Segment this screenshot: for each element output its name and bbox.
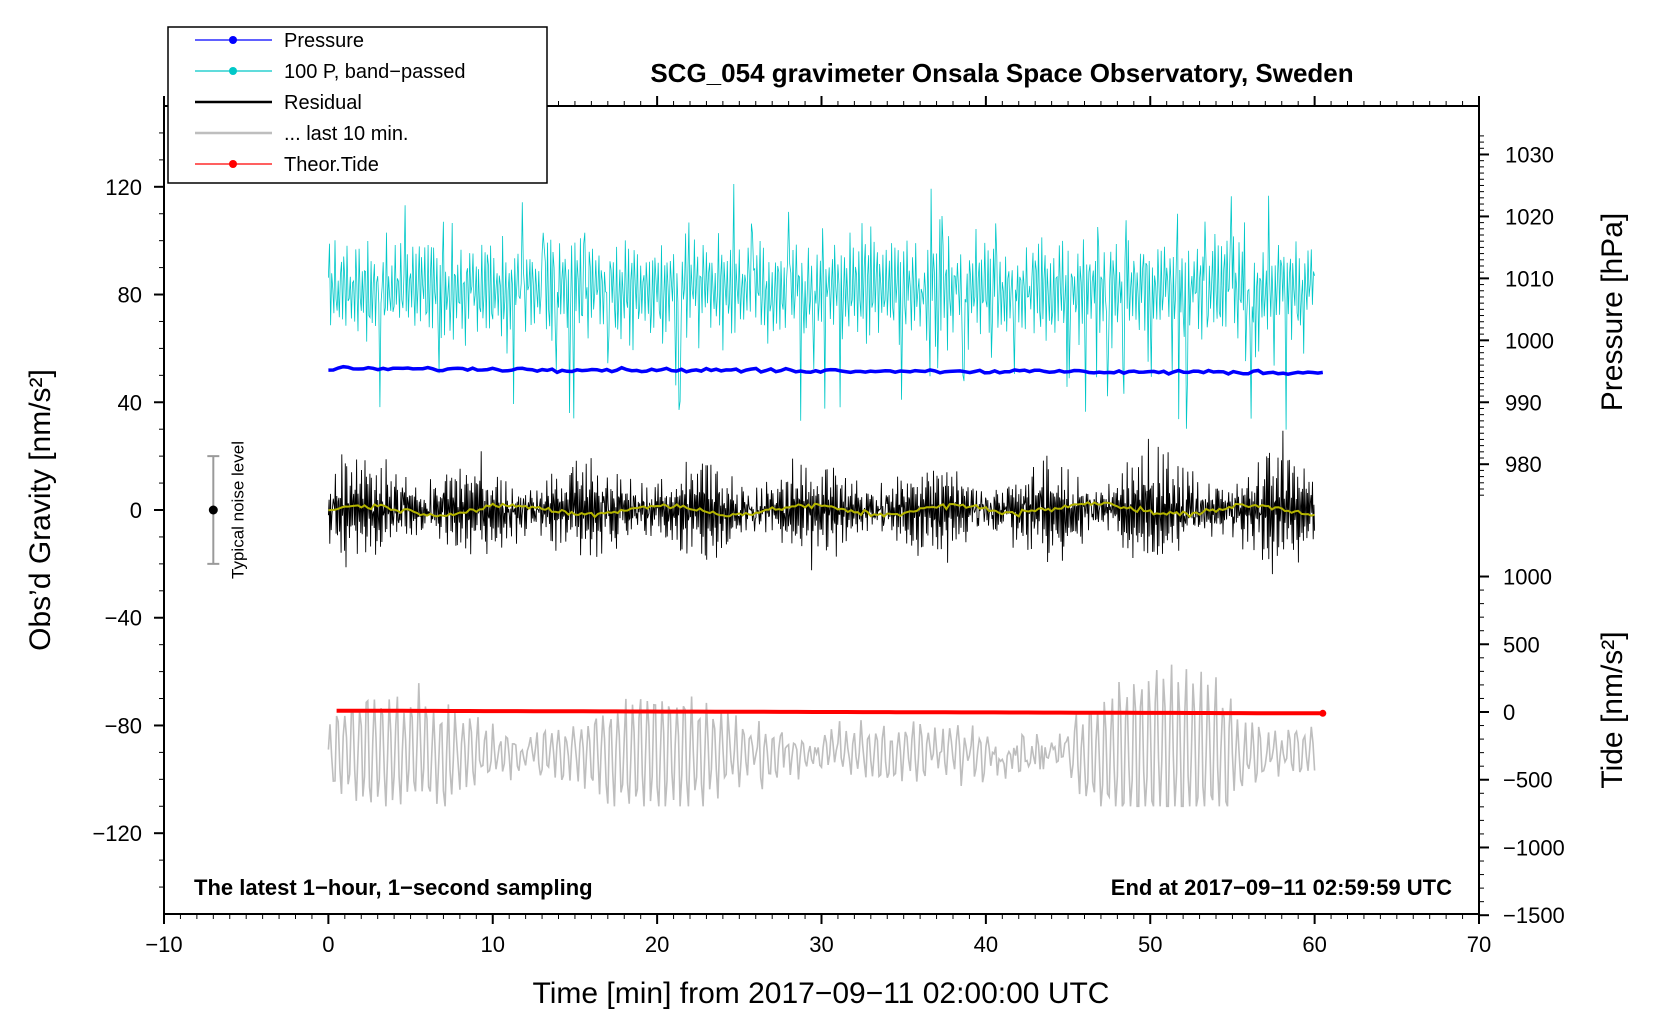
noise-level-indicator: Typical noise level xyxy=(207,441,247,579)
pressure-tick-label: 1010 xyxy=(1505,266,1554,291)
x-tick-label: 10 xyxy=(481,932,505,957)
tide-tick-label: 0 xyxy=(1503,700,1515,725)
tide-axis-title: Tide [nm/s²] xyxy=(1596,631,1629,788)
legend-item: 100 P, band−passed xyxy=(195,61,465,83)
end-time-note: End at 2017−09−11 02:59:59 UTC xyxy=(1111,875,1452,900)
y-axis-title: Obs’d Gravity [nm/s²] xyxy=(24,369,57,651)
legend-swatch-marker xyxy=(229,160,237,168)
sampling-note: The latest 1−hour, 1−second sampling xyxy=(194,875,593,900)
pressure-tick-label: 990 xyxy=(1505,390,1542,415)
legend-item: ... last 10 min. xyxy=(195,123,409,145)
x-tick-label: 20 xyxy=(645,932,669,957)
series-residual xyxy=(327,430,1316,575)
x-tick-label: 50 xyxy=(1138,932,1162,957)
pressure-tick-label: 1020 xyxy=(1505,204,1554,229)
tide-tick-label: −1500 xyxy=(1503,903,1565,928)
y-tick-label: −40 xyxy=(105,606,142,631)
legend-label: ... last 10 min. xyxy=(284,123,409,145)
x-tick-label: 60 xyxy=(1302,932,1326,957)
tide-tick-label: 1000 xyxy=(1503,565,1552,590)
pressure-tick-label: 980 xyxy=(1505,452,1542,477)
series-pressure xyxy=(328,364,1324,376)
pressure-axis-title: Pressure [hPa] xyxy=(1596,213,1629,411)
series-last-10-min xyxy=(327,664,1316,808)
x-axis-title: Time [min] from 2017−09−11 02:00:00 UTC xyxy=(533,977,1110,1010)
y-axis-ticks: −120 −80 −40 0 40 80 120 xyxy=(92,132,164,888)
legend-label: Pressure xyxy=(284,30,364,52)
legend-label: Theor.Tide xyxy=(284,154,379,176)
legend-item: Residual xyxy=(195,92,362,114)
series-residual-smoothed xyxy=(328,501,1315,519)
x-tick-label: 30 xyxy=(809,932,833,957)
legend-swatch-marker xyxy=(229,36,237,44)
series-layer xyxy=(327,183,1327,808)
legend-swatch-marker xyxy=(229,67,237,75)
x-tick-label: 70 xyxy=(1467,932,1491,957)
series-theor-tide xyxy=(336,708,1323,716)
y-tick-label: 80 xyxy=(118,283,142,308)
noise-bar-dot xyxy=(208,505,218,515)
legend-label: Residual xyxy=(284,92,362,114)
x-tick-label: −10 xyxy=(145,932,182,957)
x-tick-label: 0 xyxy=(322,932,334,957)
y-tick-label: −80 xyxy=(105,713,142,738)
tide-tick-label: −1000 xyxy=(1503,835,1565,860)
theor-tide-end-marker xyxy=(1319,709,1327,717)
legend: Pressure 100 P, band−passed Residual ... la… xyxy=(167,26,548,184)
series-bandpassed-pressure xyxy=(328,183,1315,430)
y-tick-label: 0 xyxy=(130,498,142,523)
pressure-tick-label: 1000 xyxy=(1505,328,1554,353)
legend-label: 100 P, band−passed xyxy=(284,61,465,83)
x-axis-ticks: −10 0 10 20 30 40 50 60 70 xyxy=(145,96,1491,957)
y-tick-label: −120 xyxy=(92,821,142,846)
y-tick-label: 40 xyxy=(118,390,142,415)
tide-tick-label: −500 xyxy=(1503,768,1553,793)
x-tick-label: 40 xyxy=(974,932,998,957)
pressure-axis-ticks: 980 990 1000 1010 1020 1030 xyxy=(1479,135,1554,496)
tide-tick-label: 500 xyxy=(1503,632,1540,657)
tide-axis-ticks: −1500 −1000 −500 0 500 1000 xyxy=(1479,565,1565,928)
legend-item: Pressure xyxy=(195,30,364,52)
noise-bar-label: Typical noise level xyxy=(228,441,247,579)
chart-title: SCG_054 gravimeter Onsala Space Observat… xyxy=(650,58,1353,88)
legend-box xyxy=(167,26,548,184)
y-tick-label: 120 xyxy=(105,175,142,200)
pressure-tick-label: 1030 xyxy=(1505,142,1554,167)
legend-item: Theor.Tide xyxy=(195,154,379,176)
